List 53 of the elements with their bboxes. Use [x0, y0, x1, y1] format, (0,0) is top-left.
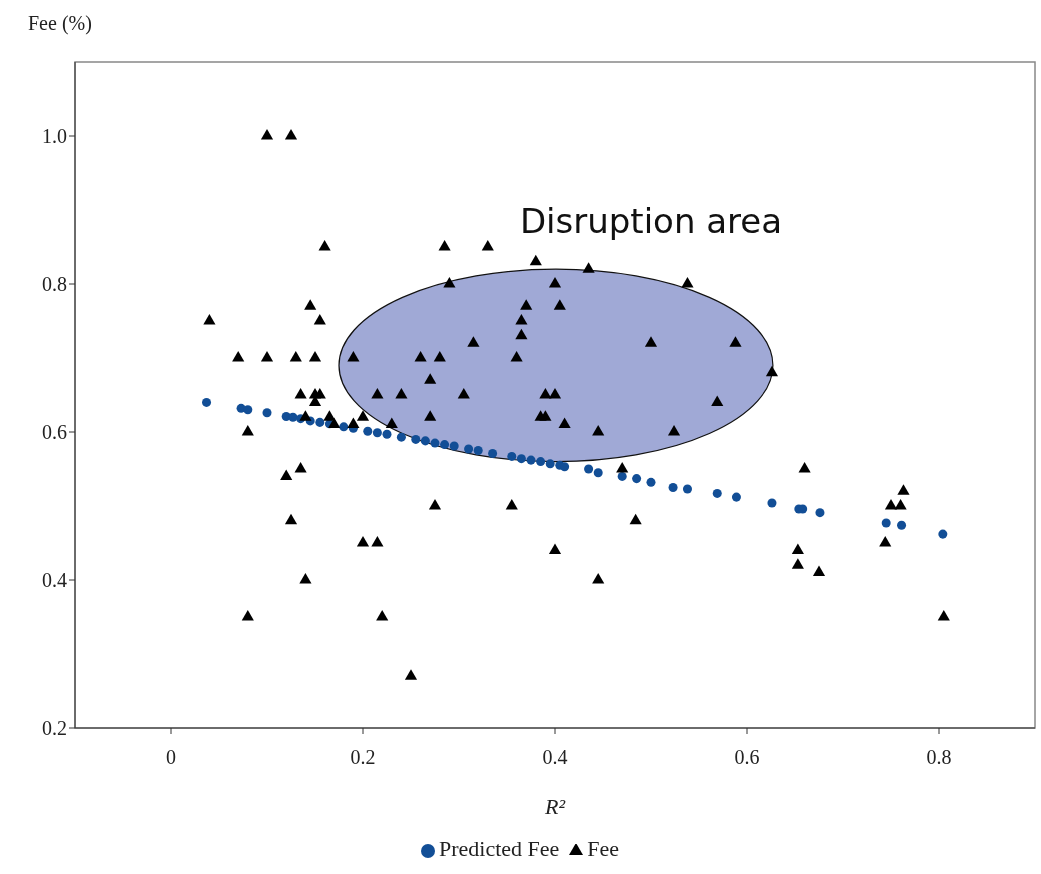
point: [339, 422, 349, 432]
point: [632, 474, 642, 484]
point: [372, 428, 382, 438]
x-tick-label: 0.6: [734, 746, 760, 769]
point: [430, 438, 440, 448]
point: [507, 451, 517, 461]
point: [815, 508, 825, 518]
point: [516, 454, 526, 464]
point: [382, 429, 392, 439]
point: [731, 492, 741, 502]
legend-label: Fee: [587, 836, 620, 861]
point: [646, 477, 656, 487]
point: [682, 484, 692, 494]
point: [315, 417, 325, 427]
point: [262, 408, 272, 418]
y-axis-title: Fee (%): [28, 12, 92, 35]
point: [526, 455, 536, 465]
point: [488, 448, 498, 458]
y-tick-label: 0.4: [42, 569, 67, 592]
x-axis-title: R²: [543, 794, 566, 819]
point: [411, 434, 421, 444]
point: [440, 440, 450, 450]
point: [767, 498, 777, 508]
point: [363, 426, 373, 436]
x-tick-label: 0.2: [350, 746, 376, 769]
point: [473, 445, 483, 456]
x-tick-label: 0: [166, 746, 176, 769]
point: [668, 482, 678, 493]
point: [545, 459, 555, 469]
y-tick-label: 0.2: [42, 717, 67, 740]
y-tick-label: 0.6: [42, 421, 67, 444]
point: [560, 462, 570, 472]
point: [464, 444, 474, 454]
point: [593, 468, 603, 478]
point: [202, 397, 212, 407]
y-tick-label: 0.8: [42, 273, 67, 296]
point: [396, 432, 406, 442]
point: [881, 518, 891, 528]
x-tick-label: 0.8: [926, 746, 952, 769]
point: [617, 471, 627, 481]
x-tick-label: 0.4: [542, 746, 568, 769]
point: [420, 436, 430, 446]
point: [288, 412, 298, 422]
point: [449, 441, 459, 451]
point: [712, 488, 722, 498]
point: [584, 464, 594, 474]
point: [897, 520, 907, 530]
legend-label: Predicted Fee: [438, 836, 560, 861]
point: [938, 529, 948, 539]
point: [536, 457, 546, 467]
point: [243, 405, 253, 415]
annotation: Disruption area: [519, 200, 783, 241]
y-tick-label: 1.0: [42, 125, 67, 148]
